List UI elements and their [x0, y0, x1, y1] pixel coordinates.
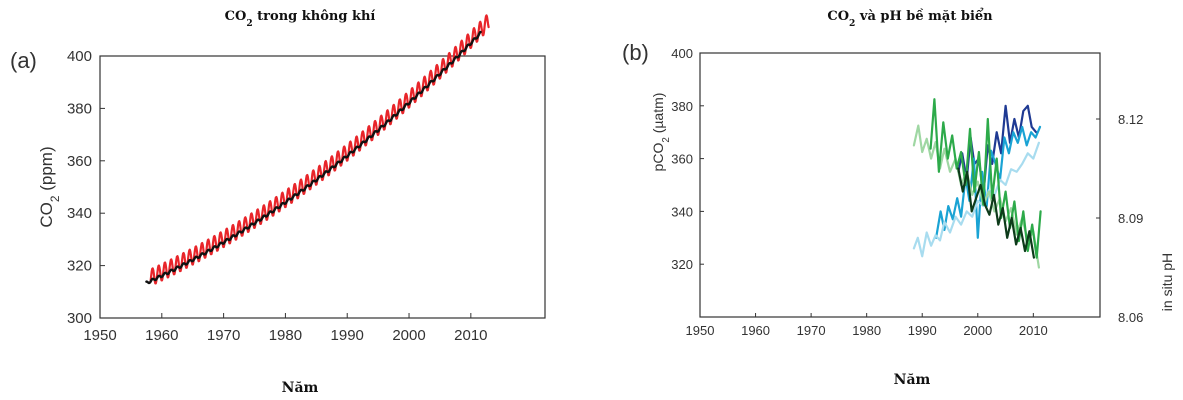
y-tick-label: 400 [67, 48, 92, 65]
y-right-tick-label: 8.12 [1118, 112, 1143, 127]
x-tick-label: 1950 [83, 327, 116, 344]
y-left-tick-label: 400 [671, 46, 693, 61]
x-tick-label: 1970 [207, 327, 240, 344]
series-line-observatory-1 [149, 14, 490, 285]
y-tick-label: 320 [67, 258, 92, 275]
x-axis-label: Năm [282, 380, 319, 396]
x-tick-label: 1990 [908, 323, 937, 338]
y-right-tick-label: 8.06 [1118, 310, 1143, 325]
y-tick-label: 360 [67, 153, 92, 170]
y-left-axis-label: pCO2 (µatm) [650, 93, 672, 172]
series-line-observatory-2 [145, 30, 482, 285]
x-tick-label: 2000 [392, 327, 425, 344]
x-tick-label: 2010 [1019, 323, 1048, 338]
panel-label: (b) [622, 40, 649, 65]
plot-frame [99, 55, 546, 319]
x-tick-label: 1980 [269, 327, 302, 344]
chart-title: CO2 và pH bề mặt biển [827, 8, 993, 29]
y-right-axis-label: in situ pH [1159, 253, 1175, 311]
x-tick-label: 2000 [963, 323, 992, 338]
x-axis-label: Năm [894, 372, 931, 388]
panel-label: (a) [10, 48, 37, 73]
y-tick-label: 380 [67, 100, 92, 117]
panel-b: CO2 và pH bề mặt biển (b) 1950 1960 1970 1980… [622, 8, 1175, 388]
y-tick-label: 340 [67, 205, 92, 222]
series-line-right-4 [929, 98, 1042, 259]
y-right-tick-label: 8.09 [1118, 211, 1143, 226]
series-line-right-3 [912, 124, 1041, 269]
chart-title: CO2 trong không khí [225, 9, 376, 29]
x-tick-label: 1990 [331, 327, 364, 344]
y-left-tick-label: 340 [671, 204, 693, 219]
y-left-tick-label: 320 [671, 257, 693, 272]
panel-a: CO2 trong không khí (a) 1950 1960 1970 1980 19… [10, 9, 546, 396]
x-tick-label: 1960 [741, 323, 770, 338]
x-tick-label: 1950 [686, 323, 715, 338]
series-line-right-5 [957, 167, 1036, 259]
x-tick-label: 1960 [145, 327, 178, 344]
x-tick-label: 1980 [852, 323, 881, 338]
y-axis-label: CO2 (ppm) [37, 146, 62, 227]
y-left-tick-label: 360 [671, 152, 693, 167]
series-line-left-2 [912, 141, 1041, 258]
plot-frame [699, 52, 1101, 318]
y-left-tick-label: 380 [671, 99, 693, 114]
x-tick-label: 2010 [454, 327, 487, 344]
x-tick-label: 1970 [797, 323, 826, 338]
y-tick-label: 300 [67, 310, 92, 327]
